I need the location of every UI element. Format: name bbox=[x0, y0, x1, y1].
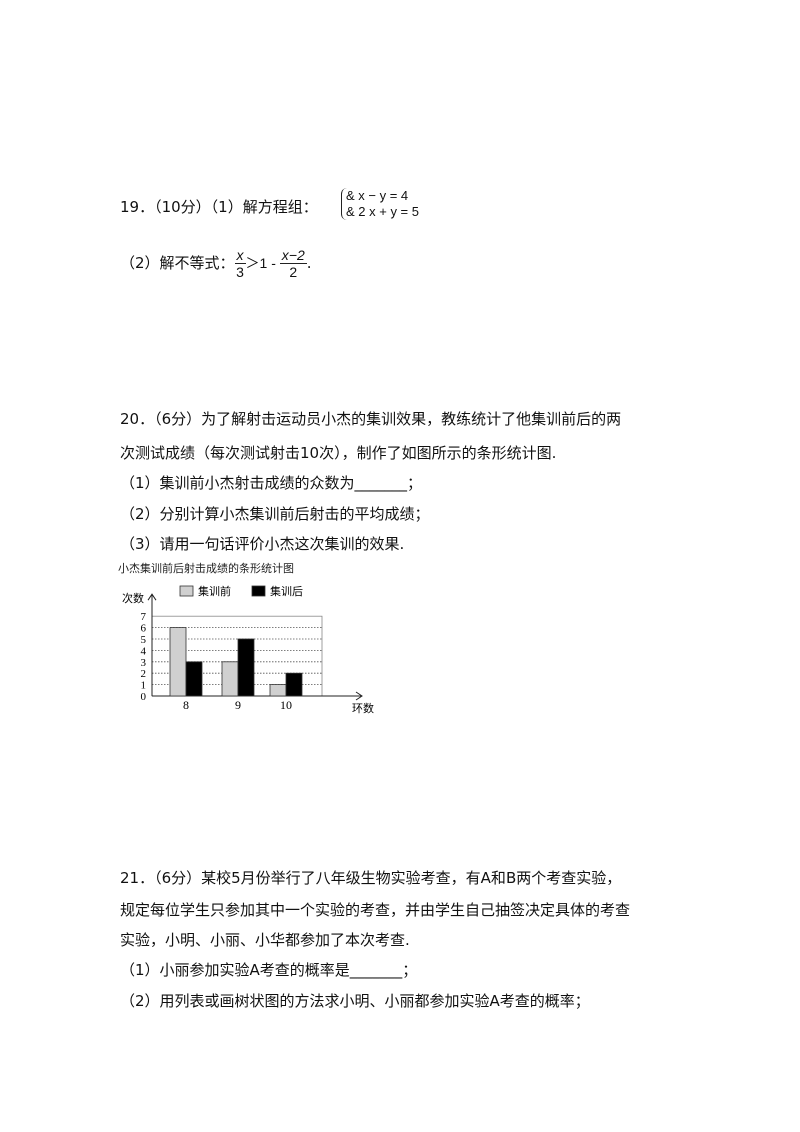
y-tick-label: 3 bbox=[141, 657, 147, 669]
y-tick-label: 5 bbox=[141, 634, 147, 646]
equation-2: & 2 x + y = 5 bbox=[346, 204, 419, 219]
numerator: x bbox=[234, 247, 246, 264]
q19-heading: 19．（10分）（1）解方程组： bbox=[120, 198, 318, 216]
bar-集训前-8 bbox=[169, 627, 187, 697]
x-tick-label: 9 bbox=[235, 698, 241, 712]
x-tick-label: 8 bbox=[183, 698, 189, 712]
q20-line: （1）集训前小杰射击成绩的众数为_______； bbox=[120, 474, 423, 492]
bar-集训后-9 bbox=[237, 638, 255, 697]
inequality-middle: ＞1 - bbox=[245, 255, 280, 271]
q21-line: 规定每位学生只参加其中一个实验的考查，并由学生自己抽签决定具体的考查 bbox=[120, 901, 631, 919]
q20-line: 20．（6分）为了解射击运动员小杰的集训效果，教练统计了他集训前后的两 bbox=[120, 410, 622, 428]
x-axis-arrow bbox=[355, 691, 363, 701]
q21-line: （2）用列表或画树状图的方法求小明、小丽都参加实验A考查的概率； bbox=[120, 992, 590, 1010]
legend-swatch bbox=[251, 585, 266, 597]
equation-1: & x − y = 4 bbox=[346, 188, 409, 203]
y-tick-label: 7 bbox=[141, 611, 147, 623]
q20-line: 次测试成绩（每次测试射击10次），制作了如图所示的条形统计图. bbox=[120, 444, 557, 462]
legend-swatch bbox=[179, 585, 194, 597]
y-tick-label: 1 bbox=[141, 680, 147, 692]
period: . bbox=[306, 254, 312, 272]
bar-集训前-10 bbox=[269, 684, 287, 697]
y-tick-label: 6 bbox=[141, 623, 147, 635]
equation-system: & x − y = 4 & 2 x + y = 5 bbox=[341, 188, 419, 220]
q21-line: 21．（6分）某校5月份举行了八年级生物实验考查，有A和B两个考查实验， bbox=[120, 869, 622, 887]
y-tick-label: 2 bbox=[141, 668, 147, 680]
numerator: x−2 bbox=[279, 247, 307, 264]
y-tick-label: 4 bbox=[141, 645, 147, 657]
denominator: 2 bbox=[289, 264, 298, 280]
q20-line: （3）请用一句话评价小杰这次集训的效果. bbox=[120, 535, 405, 553]
y-axis-arrow bbox=[147, 593, 157, 601]
x-axis-label: 环数 bbox=[352, 702, 374, 715]
x-tick-label: 10 bbox=[280, 698, 292, 712]
bar-集训前-9 bbox=[221, 661, 239, 697]
chart-title: 小杰集训前后射击成绩的条形统计图 bbox=[118, 562, 294, 575]
denominator: 3 bbox=[236, 264, 244, 280]
legend-label: 集训前 bbox=[198, 584, 231, 598]
fraction-x-minus-2-over-2: x−2 2 bbox=[279, 247, 307, 280]
q21-line: （1）小丽参加实验A考查的概率是_______； bbox=[120, 961, 418, 979]
legend-label: 集训后 bbox=[270, 584, 303, 598]
q19-part2-prefix: （2）解不等式： bbox=[120, 254, 235, 272]
y-tick-label: 0 bbox=[141, 691, 147, 703]
q19-part2: （2）解不等式： x 3 ＞1 - x−2 2. bbox=[120, 247, 312, 280]
bar-集训后-8 bbox=[185, 661, 203, 697]
q20-line: （2）分别计算小杰集训前后射击的平均成绩； bbox=[120, 505, 430, 523]
bar-集训后-10 bbox=[285, 672, 303, 697]
q21-line: 实验，小明、小丽、小华都参加了本次考查. bbox=[120, 931, 410, 949]
y-axis-label: 次数 bbox=[122, 591, 144, 605]
